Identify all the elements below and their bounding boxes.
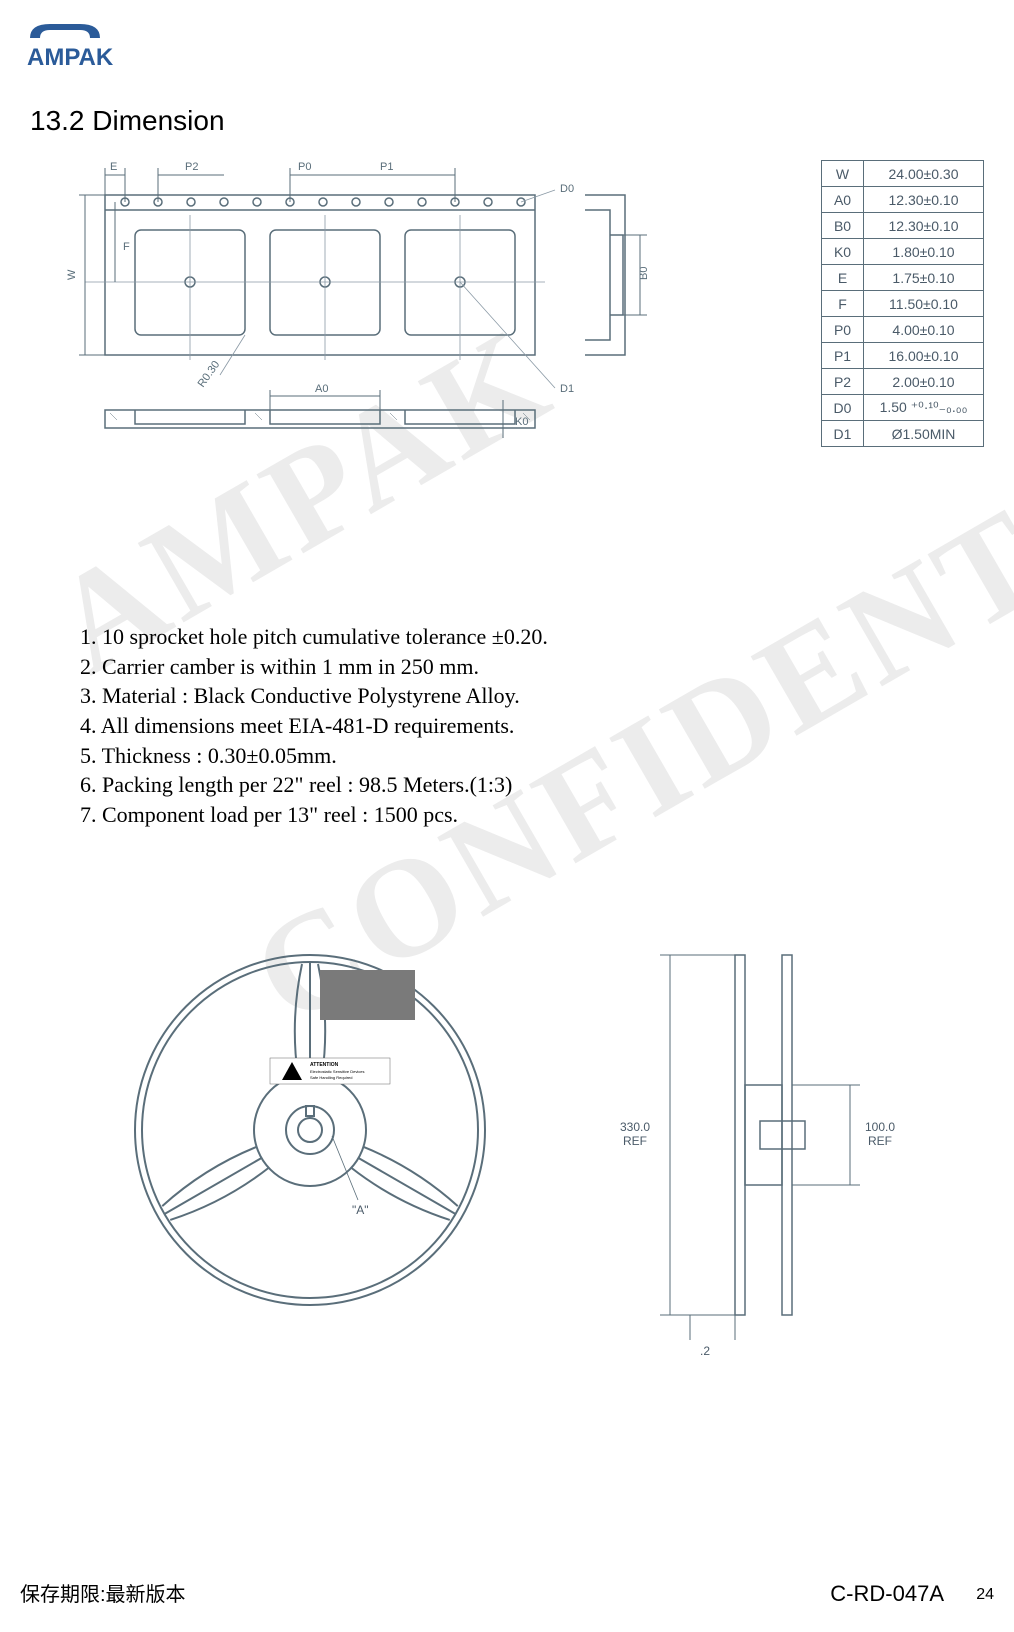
dim-row: D1Ø1.50MIN (822, 421, 984, 447)
dim-value: 1.80±0.10 (864, 239, 984, 265)
svg-text:R0.30: R0.30 (196, 359, 223, 390)
dim-key: B0 (822, 213, 864, 239)
company-logo: AMPAK (25, 20, 165, 75)
dim-key: K0 (822, 239, 864, 265)
dim-key: A0 (822, 187, 864, 213)
reel-drawing: ATTENTION Electrostatic Sensitive Device… (120, 930, 500, 1335)
svg-text:K0: K0 (515, 416, 528, 428)
dim-row: K01.80±0.10 (822, 239, 984, 265)
svg-text:B0: B0 (638, 267, 650, 280)
svg-text:100.0: 100.0 (865, 1120, 895, 1134)
dim-value: 11.50±0.10 (864, 291, 984, 317)
dim-row: P04.00±0.10 (822, 317, 984, 343)
dim-key: E (822, 265, 864, 291)
dim-key: D1 (822, 421, 864, 447)
dim-value: 12.30±0.10 (864, 213, 984, 239)
dim-value: 24.00±0.30 (864, 161, 984, 187)
dim-key: W (822, 161, 864, 187)
dim-value: 1.50 ⁺⁰·¹⁰₋₀.₀₀ (864, 395, 984, 421)
svg-text:A0: A0 (315, 383, 328, 395)
svg-text:D1: D1 (560, 383, 574, 395)
note-line: 2. Carrier camber is within 1 mm in 250 … (80, 652, 548, 682)
svg-text:P1: P1 (380, 161, 393, 173)
svg-text:F: F (123, 241, 130, 253)
dim-row: A012.30±0.10 (822, 187, 984, 213)
dim-key: F (822, 291, 864, 317)
note-line: 1. 10 sprocket hole pitch cumulative tol… (80, 622, 548, 652)
page-number: 24 (976, 1586, 994, 1604)
note-line: 5. Thickness : 0.30±0.05mm. (80, 741, 548, 771)
svg-text:W: W (66, 269, 78, 280)
section-title: 13.2 Dimension (30, 105, 225, 137)
svg-text:D0: D0 (560, 183, 574, 195)
dim-value: Ø1.50MIN (864, 421, 984, 447)
dim-row: F11.50±0.10 (822, 291, 984, 317)
note-line: 6. Packing length per 22" reel : 98.5 Me… (80, 770, 548, 800)
svg-text:REF: REF (868, 1134, 892, 1148)
svg-text:REF: REF (623, 1134, 647, 1148)
dim-row: B012.30±0.10 (822, 213, 984, 239)
dim-key: P2 (822, 369, 864, 395)
svg-text:330.0: 330.0 (620, 1120, 650, 1134)
svg-text:"A": "A" (352, 1203, 369, 1217)
dim-row: P22.00±0.10 (822, 369, 984, 395)
svg-text:.2: .2 (700, 1344, 710, 1358)
reel-side-view: 330.0 REF 100.0 REF .2 (560, 935, 960, 1370)
dim-row: P116.00±0.10 (822, 343, 984, 369)
svg-text:AMPAK: AMPAK (27, 44, 114, 70)
note-line: 4. All dimensions meet EIA-481-D require… (80, 711, 548, 741)
tape-drawing: E P2 P0 P1 D0 F W D1 R0.30 B0 (55, 160, 655, 460)
footer-retention: 保存期限:最新版本 (20, 1578, 186, 1607)
dim-key: P1 (822, 343, 864, 369)
dim-value: 4.00±0.10 (864, 317, 984, 343)
dim-row: D01.50 ⁺⁰·¹⁰₋₀.₀₀ (822, 395, 984, 421)
dim-value: 12.30±0.10 (864, 187, 984, 213)
svg-text:Safe Handling Required: Safe Handling Required (310, 1075, 352, 1080)
dim-key: D0 (822, 395, 864, 421)
notes-list: 1. 10 sprocket hole pitch cumulative tol… (80, 622, 548, 830)
note-line: 7. Component load per 13" reel : 1500 pc… (80, 800, 548, 830)
dim-key: P0 (822, 317, 864, 343)
dim-row: E1.75±0.10 (822, 265, 984, 291)
dim-value: 1.75±0.10 (864, 265, 984, 291)
svg-text:E: E (110, 161, 117, 173)
dimension-table: W24.00±0.30A012.30±0.10B012.30±0.10K01.8… (821, 160, 984, 447)
svg-text:P0: P0 (298, 161, 311, 173)
footer-doc-number: C-RD-047A (830, 1581, 944, 1607)
svg-text:Electrostatic Sensitive Device: Electrostatic Sensitive Devices (310, 1069, 364, 1074)
dim-value: 2.00±0.10 (864, 369, 984, 395)
note-line: 3. Material : Black Conductive Polystyre… (80, 681, 548, 711)
dim-row: W24.00±0.30 (822, 161, 984, 187)
svg-text:ATTENTION: ATTENTION (310, 1062, 339, 1068)
dim-value: 16.00±0.10 (864, 343, 984, 369)
svg-text:P2: P2 (185, 161, 198, 173)
